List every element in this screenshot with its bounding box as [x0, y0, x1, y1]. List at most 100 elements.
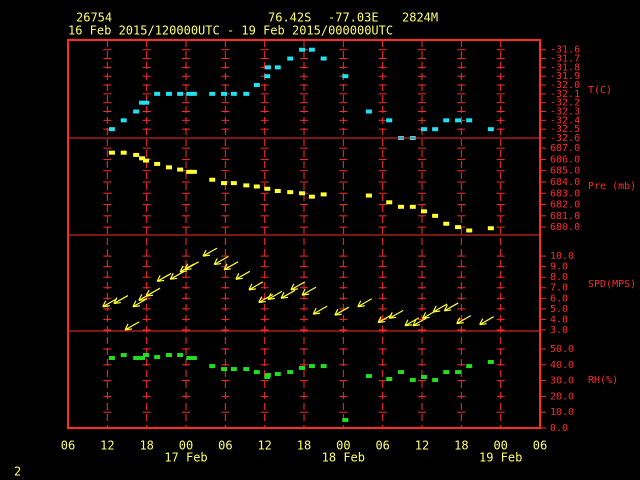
data-point: [443, 221, 450, 226]
y-tick-label: 681.0: [550, 211, 580, 222]
data-point: [455, 118, 462, 123]
data-point: [342, 417, 349, 422]
period: 16 Feb 2015/120000UTC - 19 Feb 2015/0000…: [68, 24, 393, 38]
data-point: [154, 355, 161, 360]
data-point: [108, 127, 115, 132]
data-point: [177, 353, 184, 358]
data-point: [230, 367, 237, 372]
data-point: [432, 127, 439, 132]
y-tick-label: 686.0: [550, 154, 580, 165]
page-number: 2: [14, 465, 21, 479]
data-point: [287, 56, 294, 61]
data-point: [139, 356, 146, 361]
data-point: [420, 209, 427, 214]
day-label: 17 Feb: [164, 451, 207, 465]
wind-arrow: [443, 302, 459, 312]
data-point: [190, 169, 197, 174]
data-point: [264, 74, 271, 79]
data-point: [398, 204, 405, 209]
data-point: [230, 181, 237, 186]
wind-arrow: [377, 314, 393, 324]
data-point: [487, 359, 494, 364]
data-point: [120, 150, 127, 155]
data-point: [186, 91, 193, 96]
day-label: 18 Feb: [322, 451, 365, 465]
wind-arrow: [432, 303, 448, 313]
y-tick-label: 3.0: [550, 325, 568, 336]
data-point: [243, 367, 250, 372]
longitude: -77.03E: [328, 11, 379, 25]
wind-arrow: [145, 287, 161, 297]
data-point: [209, 364, 216, 369]
wind-arrow: [184, 261, 199, 271]
x-tick-label: 18: [454, 439, 468, 453]
data-point: [455, 370, 462, 375]
data-point: [221, 91, 228, 96]
wind-arrow: [223, 261, 239, 271]
data-point: [299, 191, 306, 196]
station-id: 26754: [76, 11, 112, 25]
data-point: [165, 165, 172, 170]
y-tick-label: 683.0: [550, 188, 580, 199]
wind-arrow: [202, 247, 218, 257]
latitude: 76.42S: [268, 11, 311, 25]
data-point: [264, 65, 271, 70]
data-point: [253, 184, 260, 189]
x-tick-label: 18: [139, 439, 153, 453]
data-point: [308, 194, 315, 199]
y-tick-label: 682.0: [550, 200, 580, 211]
y-tick-label: 8.0: [550, 272, 568, 283]
data-point: [221, 367, 228, 372]
y-tick-label: -32.5: [550, 124, 580, 135]
data-point: [274, 189, 281, 194]
y-tick-label: -32.2: [550, 98, 580, 109]
y-tick-label: 50.0: [550, 344, 574, 355]
x-tick-label: 00: [179, 439, 193, 453]
x-tick-label: 06: [375, 439, 389, 453]
wind-arrow: [290, 281, 306, 291]
data-point: [143, 158, 150, 163]
y-tick-label: 7.0: [550, 283, 568, 294]
y-tick-label: 687.0: [550, 143, 580, 154]
wind-arrow: [479, 316, 494, 326]
wind-arrow: [456, 315, 472, 325]
y-tick-label: 684.0: [550, 177, 580, 188]
data-point: [320, 192, 327, 197]
data-point: [365, 374, 372, 379]
data-point: [365, 193, 372, 198]
y-tick-label: 9.0: [550, 262, 568, 273]
x-tick-label: 00: [336, 439, 350, 453]
data-point: [165, 353, 172, 358]
x-tick-label: 18: [297, 439, 311, 453]
data-point: [386, 377, 393, 382]
x-tick-label: 06: [533, 439, 547, 453]
data-point: [264, 373, 271, 378]
data-point: [209, 177, 216, 182]
data-point: [386, 200, 393, 205]
panel-label: RH(%): [588, 375, 618, 386]
data-point: [230, 91, 237, 96]
data-point: [487, 127, 494, 132]
data-point: [455, 225, 462, 230]
data-point: [365, 109, 372, 114]
data-point: [320, 364, 327, 369]
data-point: [342, 74, 349, 79]
wind-arrow: [412, 317, 428, 327]
x-tick-label: 06: [61, 439, 75, 453]
data-point: [143, 353, 150, 358]
wind-arrow: [169, 270, 185, 280]
wind-arrow: [357, 298, 373, 308]
y-tick-label: 10.0: [550, 407, 574, 418]
data-point: [133, 356, 140, 361]
data-point: [209, 91, 216, 96]
data-point: [133, 152, 140, 157]
y-tick-label: 680.0: [550, 222, 580, 233]
data-point: [108, 150, 115, 155]
data-point: [420, 374, 427, 379]
data-point: [139, 100, 146, 105]
data-point: [386, 118, 393, 123]
y-tick-label: 10.0: [550, 251, 574, 262]
data-point: [274, 371, 281, 376]
data-point: [186, 169, 193, 174]
